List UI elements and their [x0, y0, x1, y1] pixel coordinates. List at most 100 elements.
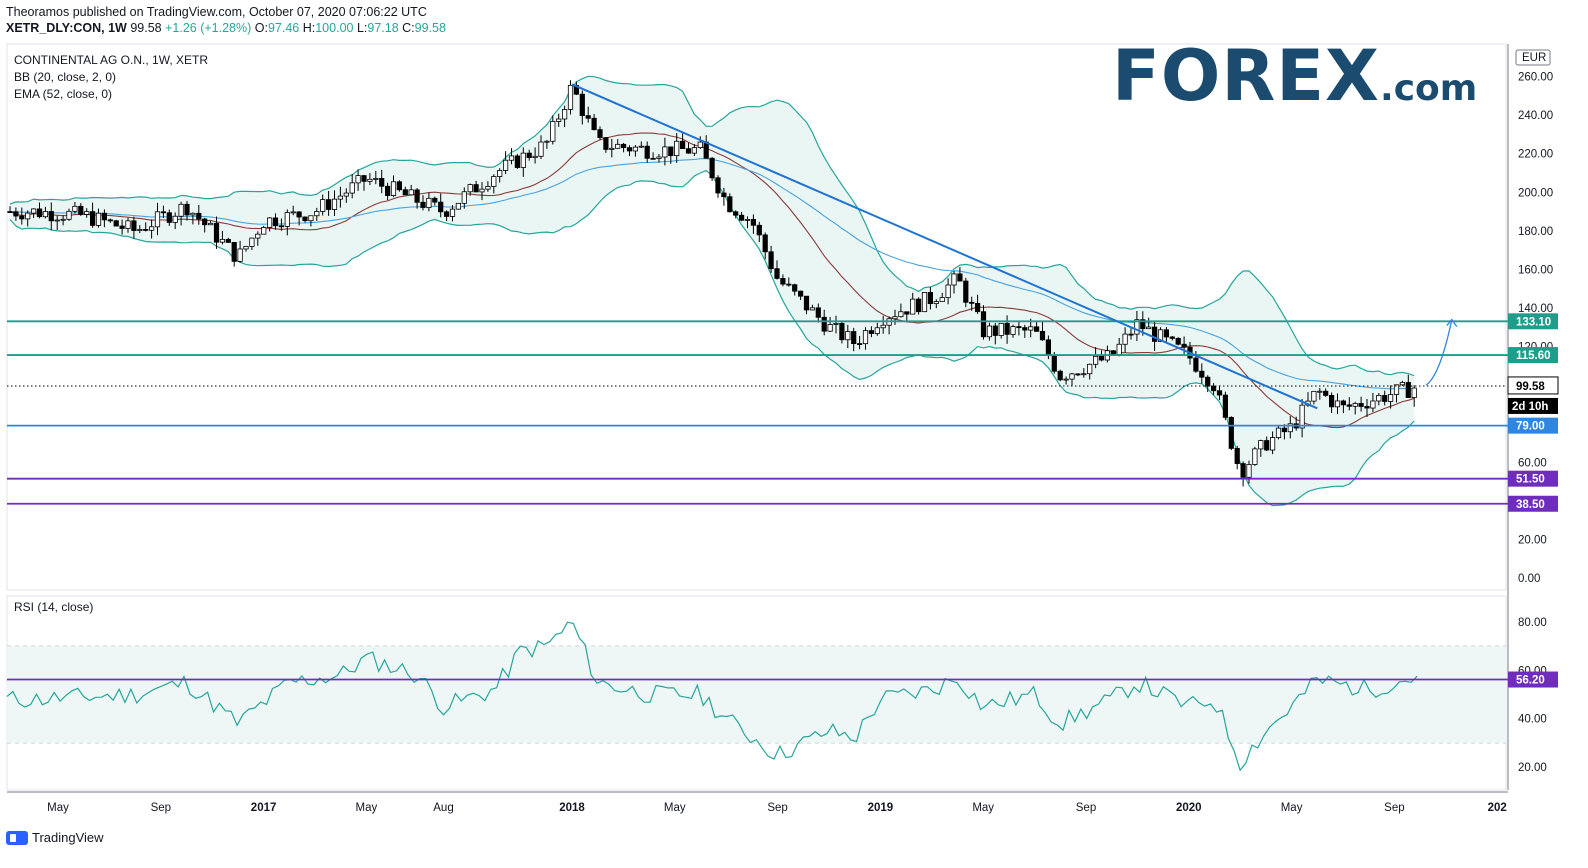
candle — [674, 133, 680, 163]
candle-up — [656, 156, 662, 159]
legend-rsi[interactable]: RSI (14, close) — [14, 600, 94, 614]
candle-down — [1222, 394, 1228, 418]
high-value: 100.00 — [315, 21, 354, 35]
candle-down — [1110, 350, 1116, 355]
candle-up — [1116, 343, 1122, 355]
candle-up — [249, 237, 255, 247]
candle-up — [1270, 437, 1276, 451]
candle-up — [1334, 400, 1341, 408]
footer[interactable]: TradingView — [6, 830, 104, 845]
candle — [1039, 321, 1046, 341]
price-tick-label: 260.00 — [1518, 72, 1553, 84]
candle-up — [662, 146, 668, 158]
candle — [166, 209, 172, 226]
candle — [857, 335, 863, 350]
candle — [656, 154, 662, 163]
candle — [343, 188, 349, 203]
candle-up — [1275, 427, 1282, 439]
candle — [668, 146, 674, 164]
main-pane-frame — [6, 43, 1507, 591]
candle-down — [721, 192, 727, 198]
rsi-tick-label: 20.00 — [1518, 762, 1547, 774]
candle — [119, 219, 125, 235]
candle — [750, 214, 757, 234]
candle — [1334, 393, 1341, 414]
legend-bb[interactable]: BB (20, close, 2, 0) — [14, 70, 117, 84]
candle-down — [78, 205, 84, 215]
time-tick-label: Aug — [433, 802, 453, 814]
candle — [320, 194, 326, 216]
candle — [1199, 363, 1205, 384]
candle — [1034, 321, 1040, 332]
candle-up — [207, 222, 214, 226]
candle-up — [1069, 373, 1075, 380]
candle-down — [650, 157, 656, 160]
candle — [845, 324, 851, 349]
candle — [1228, 416, 1234, 451]
candle-down — [438, 201, 444, 213]
candle — [420, 195, 426, 211]
candle-down — [739, 214, 745, 221]
time-tick-label: 202 — [1488, 802, 1507, 814]
legend-ema[interactable]: EMA (52, close, 0) — [14, 87, 113, 101]
candle-up — [355, 175, 361, 184]
candle — [1376, 392, 1382, 406]
candle — [609, 138, 615, 158]
candle — [414, 188, 420, 209]
candle — [862, 327, 869, 350]
candle — [30, 208, 37, 218]
candle-up — [1010, 326, 1016, 335]
candle — [579, 90, 585, 125]
candle-up — [1399, 382, 1405, 386]
candle — [839, 320, 845, 344]
candle-down — [703, 141, 709, 159]
candle-up — [609, 147, 615, 150]
candle — [1399, 380, 1405, 386]
candle-down — [231, 241, 237, 262]
candle — [1134, 310, 1140, 342]
candle — [154, 202, 161, 236]
candle — [975, 294, 981, 314]
candle-down — [1004, 322, 1010, 335]
candle — [497, 168, 503, 183]
candle-down — [750, 219, 757, 226]
candle-up — [390, 181, 397, 196]
candle — [261, 225, 267, 235]
candle-up — [921, 292, 928, 313]
candle-down — [1364, 406, 1370, 409]
price-level-tag: 115.60 — [1508, 347, 1558, 364]
legend-title[interactable]: CONTINENTAL AG O.N., 1W, XETR — [14, 53, 209, 67]
price-level-tag-text: 38.50 — [1516, 499, 1545, 511]
candle-down — [325, 199, 332, 210]
candle-down — [904, 311, 910, 315]
candle-down — [916, 298, 922, 313]
candle-down — [792, 284, 798, 292]
candle-up — [314, 211, 320, 217]
symbol: XETR_DLY:CON, 1W — [6, 21, 127, 35]
candle — [904, 311, 910, 322]
candle-down — [1228, 416, 1234, 449]
candle-up — [544, 140, 550, 143]
candle — [325, 190, 332, 216]
candle-up — [243, 246, 249, 250]
candle — [508, 148, 515, 165]
candle-down — [1051, 355, 1057, 372]
candle — [314, 207, 320, 221]
candle — [1022, 324, 1028, 338]
candle — [1258, 439, 1264, 457]
candle — [42, 206, 49, 219]
candle-down — [443, 211, 450, 217]
candle-up — [562, 109, 568, 120]
candle-up — [219, 238, 225, 243]
candle-down — [101, 212, 107, 221]
candle — [756, 221, 762, 243]
candle — [1016, 321, 1022, 336]
candle-down — [585, 115, 591, 119]
candle — [567, 80, 574, 115]
candle-up — [1317, 390, 1323, 393]
price-level-tag-text: 133.10 — [1516, 316, 1551, 328]
candle — [249, 237, 255, 250]
candle-down — [927, 292, 934, 305]
candle — [792, 283, 798, 296]
